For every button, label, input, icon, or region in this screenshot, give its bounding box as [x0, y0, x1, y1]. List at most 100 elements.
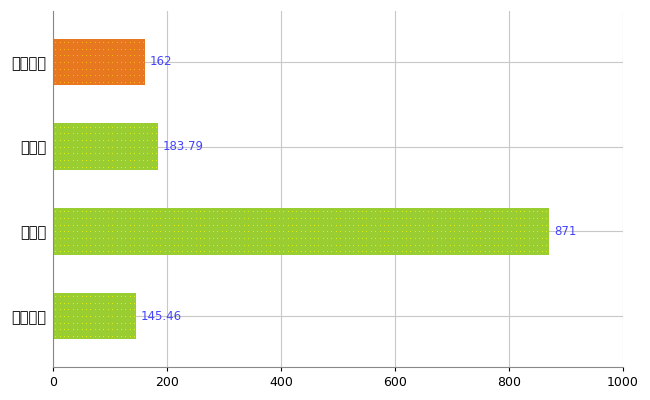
Point: [419, 208, 429, 214]
Point: [422, 235, 433, 241]
Point: [269, 208, 280, 214]
Point: [432, 222, 442, 228]
Point: [129, 137, 139, 143]
Point: [309, 228, 319, 234]
Point: [226, 235, 236, 241]
Point: [502, 248, 512, 254]
Point: [309, 235, 319, 241]
Point: [133, 52, 144, 58]
Point: [304, 235, 315, 241]
Point: [414, 228, 424, 234]
Point: [129, 320, 139, 326]
Point: [76, 130, 86, 136]
Point: [120, 144, 131, 150]
Point: [94, 65, 104, 72]
Point: [111, 137, 122, 143]
Point: [331, 242, 341, 248]
Point: [129, 39, 139, 45]
Point: [111, 326, 122, 332]
Point: [116, 242, 126, 248]
Point: [146, 228, 157, 234]
Point: [497, 228, 508, 234]
Point: [361, 228, 372, 234]
Point: [72, 79, 83, 85]
Point: [300, 222, 310, 228]
Point: [125, 124, 135, 130]
Point: [107, 150, 118, 156]
Point: [103, 306, 113, 312]
Point: [195, 208, 205, 214]
Point: [317, 248, 328, 254]
Point: [90, 333, 100, 339]
Point: [300, 208, 310, 214]
Point: [493, 242, 503, 248]
Point: [453, 235, 463, 241]
Point: [107, 157, 118, 163]
Point: [103, 79, 113, 85]
Point: [125, 333, 135, 339]
Point: [68, 79, 78, 85]
Point: [458, 242, 468, 248]
Point: [379, 222, 389, 228]
Point: [405, 228, 415, 234]
Point: [72, 248, 83, 254]
Point: [384, 228, 394, 234]
Point: [291, 208, 302, 214]
Point: [138, 59, 148, 65]
Point: [515, 235, 525, 241]
Point: [129, 59, 139, 65]
Point: [103, 65, 113, 72]
Point: [243, 242, 254, 248]
Point: [339, 248, 350, 254]
Point: [129, 72, 139, 78]
Point: [98, 79, 109, 85]
Point: [120, 300, 131, 306]
Point: [98, 306, 109, 312]
Point: [111, 248, 122, 254]
Point: [76, 306, 86, 312]
Point: [58, 52, 69, 58]
Point: [55, 333, 65, 339]
Point: [125, 130, 135, 136]
Point: [72, 300, 83, 306]
Point: [111, 208, 122, 214]
Point: [515, 242, 525, 248]
Point: [151, 164, 161, 170]
Point: [528, 215, 538, 221]
Point: [361, 235, 372, 241]
Point: [493, 208, 503, 214]
Point: [94, 215, 104, 221]
Point: [63, 137, 73, 143]
Point: [528, 208, 538, 214]
Point: [58, 164, 69, 170]
Point: [304, 228, 315, 234]
Point: [190, 215, 201, 221]
Point: [331, 235, 341, 241]
Point: [432, 208, 442, 214]
Point: [440, 208, 450, 214]
Point: [90, 228, 100, 234]
Point: [361, 215, 372, 221]
Point: [90, 306, 100, 312]
Point: [269, 215, 280, 221]
Point: [133, 222, 144, 228]
Point: [230, 248, 240, 254]
Point: [300, 248, 310, 254]
Point: [90, 39, 100, 45]
Point: [432, 242, 442, 248]
Point: [216, 222, 227, 228]
Point: [497, 248, 508, 254]
Point: [155, 222, 166, 228]
Point: [269, 222, 280, 228]
Point: [129, 46, 139, 52]
Point: [107, 333, 118, 339]
Point: [120, 157, 131, 163]
Point: [414, 235, 424, 241]
Point: [357, 208, 367, 214]
Point: [138, 228, 148, 234]
Point: [387, 242, 398, 248]
Point: [155, 242, 166, 248]
Point: [480, 228, 490, 234]
Point: [287, 242, 297, 248]
Point: [94, 39, 104, 45]
